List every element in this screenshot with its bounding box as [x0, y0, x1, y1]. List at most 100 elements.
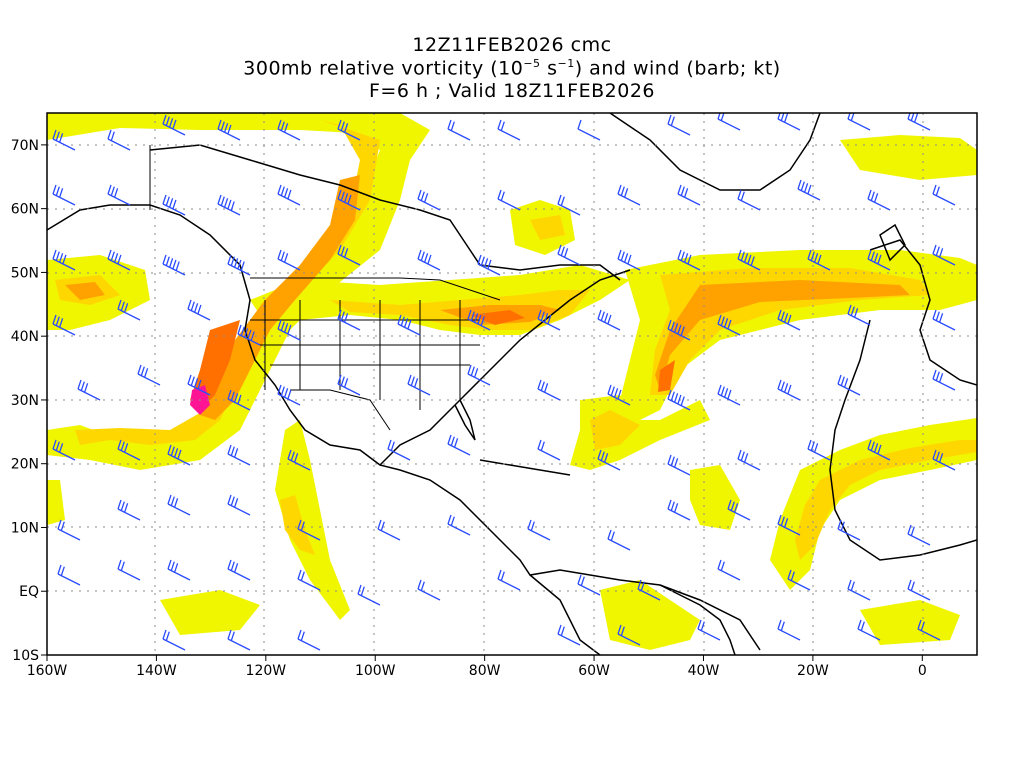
- wind-barb: [717, 559, 741, 581]
- wind-barb: [777, 619, 801, 641]
- wind-barb: [337, 309, 361, 331]
- border-us-mexico: [290, 389, 391, 431]
- coast-us-east: [379, 269, 631, 466]
- wind-barb: [667, 114, 691, 136]
- wind-barb: [217, 194, 241, 216]
- wind-barb: [167, 444, 191, 466]
- wind-barb: [337, 119, 361, 141]
- wind-barb: [777, 379, 801, 401]
- wind-barb: [737, 189, 761, 211]
- wind-barb: [52, 439, 76, 461]
- vort-band-mexico: [275, 420, 350, 620]
- wind-barb: [847, 304, 871, 326]
- wind-barb: [617, 249, 641, 271]
- wind-barb: [537, 379, 561, 401]
- wind-barb: [117, 299, 141, 321]
- wind-barb: [297, 569, 321, 591]
- wind-barb: [677, 184, 701, 206]
- wind-barb: [52, 184, 76, 206]
- wind-barb: [932, 184, 956, 206]
- wind-barb: [777, 309, 801, 331]
- wind-barb: [667, 389, 691, 411]
- wind-barb: [557, 194, 581, 216]
- lat-tick-label: 30N: [11, 393, 39, 409]
- wind-barb: [617, 624, 641, 646]
- wind-barb: [837, 374, 861, 396]
- wind-barb: [617, 184, 641, 206]
- wind-barb: [397, 314, 421, 336]
- wind-barb: [932, 369, 956, 391]
- wind-barb: [337, 374, 361, 396]
- lat-tick-label: 60N: [11, 202, 39, 218]
- vort-band-africa: [770, 418, 977, 590]
- wind-barb: [597, 449, 621, 471]
- coastlines: [47, 113, 977, 655]
- title-field-exp2: −1: [557, 57, 575, 70]
- lon-tick-label: 140W: [136, 663, 177, 679]
- wind-barb: [497, 569, 521, 591]
- wind-barb: [932, 309, 956, 331]
- wind-barb: [717, 384, 741, 406]
- title-field-suffix: ) and wind (barb; kt): [574, 57, 781, 80]
- wind-barb: [807, 249, 831, 271]
- wind-barb: [907, 113, 931, 131]
- lat-axis: 70N 60N 50N 40N 30N 20N 10N EQ 10S: [11, 138, 47, 664]
- wind-barb: [737, 249, 761, 271]
- wind-barb: [917, 619, 941, 641]
- wind-barb: [607, 529, 631, 551]
- wind-barb: [527, 519, 551, 541]
- lon-tick-label: 100W: [355, 663, 396, 679]
- wind-barb: [162, 254, 186, 276]
- wind-barb: [277, 249, 301, 271]
- wind-barb: [477, 254, 501, 276]
- grid-parallels: [47, 144, 977, 592]
- wind-barb: [57, 564, 81, 586]
- wind-barb: [467, 309, 491, 331]
- graticule: [47, 113, 977, 655]
- wind-barb: [727, 499, 751, 521]
- coast-florida: [454, 399, 476, 441]
- vort-core-africa: [795, 440, 977, 560]
- vort-blob-equatorial: [690, 465, 740, 530]
- wind-barb: [667, 499, 691, 521]
- wind-barb: [227, 629, 251, 651]
- border-us-canada: [250, 277, 501, 301]
- wind-barb: [597, 309, 621, 331]
- vort-blob-southwest: [160, 590, 260, 635]
- wind-barb: [837, 519, 861, 541]
- wind-barb: [867, 189, 891, 211]
- wind-barb: [447, 434, 471, 456]
- lat-tick-label: EQ: [19, 584, 39, 600]
- plot-frame: [46, 112, 978, 656]
- lat-tick-label: 50N: [11, 265, 39, 281]
- wind-barb: [107, 129, 131, 151]
- wind-barb: [357, 584, 381, 606]
- lon-tick-label: 40W: [688, 663, 720, 679]
- wind-barb: [407, 374, 431, 396]
- wind-barb: [867, 249, 891, 271]
- wind-barb: [417, 579, 441, 601]
- wind-barb: [932, 244, 956, 266]
- wind-barb: [417, 189, 441, 211]
- vort-hi-arctic: [200, 175, 360, 420]
- wind-barb: [807, 439, 831, 461]
- coast-canada-north: [149, 144, 621, 281]
- wind-barb: [52, 249, 76, 271]
- wind-barb: [107, 249, 131, 271]
- wind-barb: [787, 569, 811, 591]
- wind-barb: [667, 319, 691, 341]
- wind-barb: [137, 364, 161, 386]
- lat-tick-label: 40N: [11, 329, 39, 345]
- lon-tick-label: 80W: [469, 663, 501, 679]
- wind-barb: [297, 629, 321, 651]
- wind-barb: [52, 314, 76, 336]
- map-plot-area: [47, 113, 977, 655]
- wind-barb: [377, 519, 401, 541]
- wind-barb: [737, 449, 761, 471]
- lat-tick-label: 20N: [11, 457, 39, 473]
- wind-barb: [187, 374, 211, 396]
- wind-barb: [777, 514, 801, 536]
- lon-axis: 160W 140W 120W 100W 80W 60W 40W 20W 0: [27, 655, 927, 679]
- wind-barb: [717, 314, 741, 336]
- wind-barb: [227, 389, 251, 411]
